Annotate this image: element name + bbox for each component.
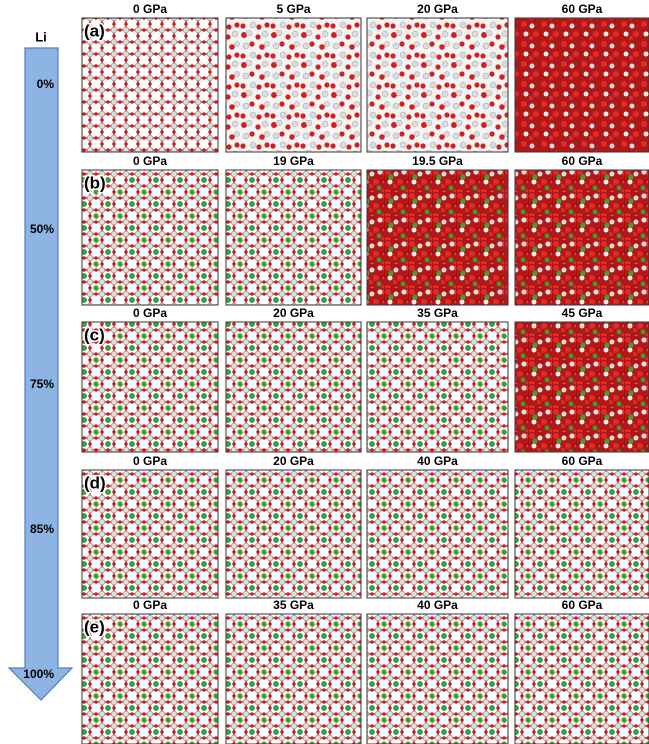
pressure-label: 5 GPa — [276, 2, 310, 16]
row-label: (e) — [84, 617, 105, 636]
row-label: (b) — [84, 173, 106, 192]
row-label: (c) — [84, 325, 105, 344]
pressure-label: 60 GPa — [562, 598, 603, 612]
snapshot — [226, 470, 361, 598]
snapshot — [515, 470, 649, 598]
snapshot — [226, 322, 361, 452]
pressure-label: 60 GPa — [562, 454, 603, 468]
pressure-label: 40 GPa — [417, 454, 458, 468]
snapshot — [515, 170, 649, 305]
li-level: 50% — [30, 222, 54, 236]
pressure-label: 60 GPa — [562, 154, 603, 168]
snapshot — [367, 170, 508, 305]
arrow-title: Li — [35, 29, 47, 44]
snapshot — [226, 614, 361, 744]
pressure-label: 35 GPa — [417, 306, 458, 320]
pressure-label: 20 GPa — [273, 306, 314, 320]
snapshot — [367, 614, 508, 744]
snapshot — [226, 18, 361, 152]
li-level: 0% — [37, 77, 55, 91]
pressure-label: 0 GPa — [133, 598, 167, 612]
pressure-label: 0 GPa — [133, 454, 167, 468]
row-label: (d) — [84, 473, 106, 492]
pressure-label: 40 GPa — [417, 598, 458, 612]
snapshot — [515, 18, 649, 152]
pressure-label: 19 GPa — [273, 154, 314, 168]
li-level: 100% — [23, 667, 54, 681]
pressure-label: 20 GPa — [417, 2, 458, 16]
li-arrow — [9, 48, 72, 700]
pressure-label: 20 GPa — [273, 454, 314, 468]
li-level: 85% — [30, 522, 54, 536]
row-label: (a) — [84, 21, 105, 40]
pressure-label: 35 GPa — [273, 598, 314, 612]
li-level: 75% — [30, 377, 54, 391]
pressure-label: 45 GPa — [562, 306, 603, 320]
snapshot — [367, 322, 508, 452]
figure: Li 0% 50% 75% 85% 100% 0 GPa 5 GPa 20 GPa 60 GPa… — [0, 0, 649, 744]
snapshot — [515, 322, 649, 452]
snapshot — [367, 18, 508, 152]
pressure-label: 0 GPa — [133, 306, 167, 320]
snapshot — [226, 170, 361, 305]
snapshot — [367, 470, 508, 598]
pressure-label: 0 GPa — [133, 2, 167, 16]
pressure-label: 19.5 GPa — [412, 154, 463, 168]
pressure-label: 60 GPa — [562, 2, 603, 16]
snapshot — [515, 614, 649, 744]
pressure-label: 0 GPa — [133, 154, 167, 168]
